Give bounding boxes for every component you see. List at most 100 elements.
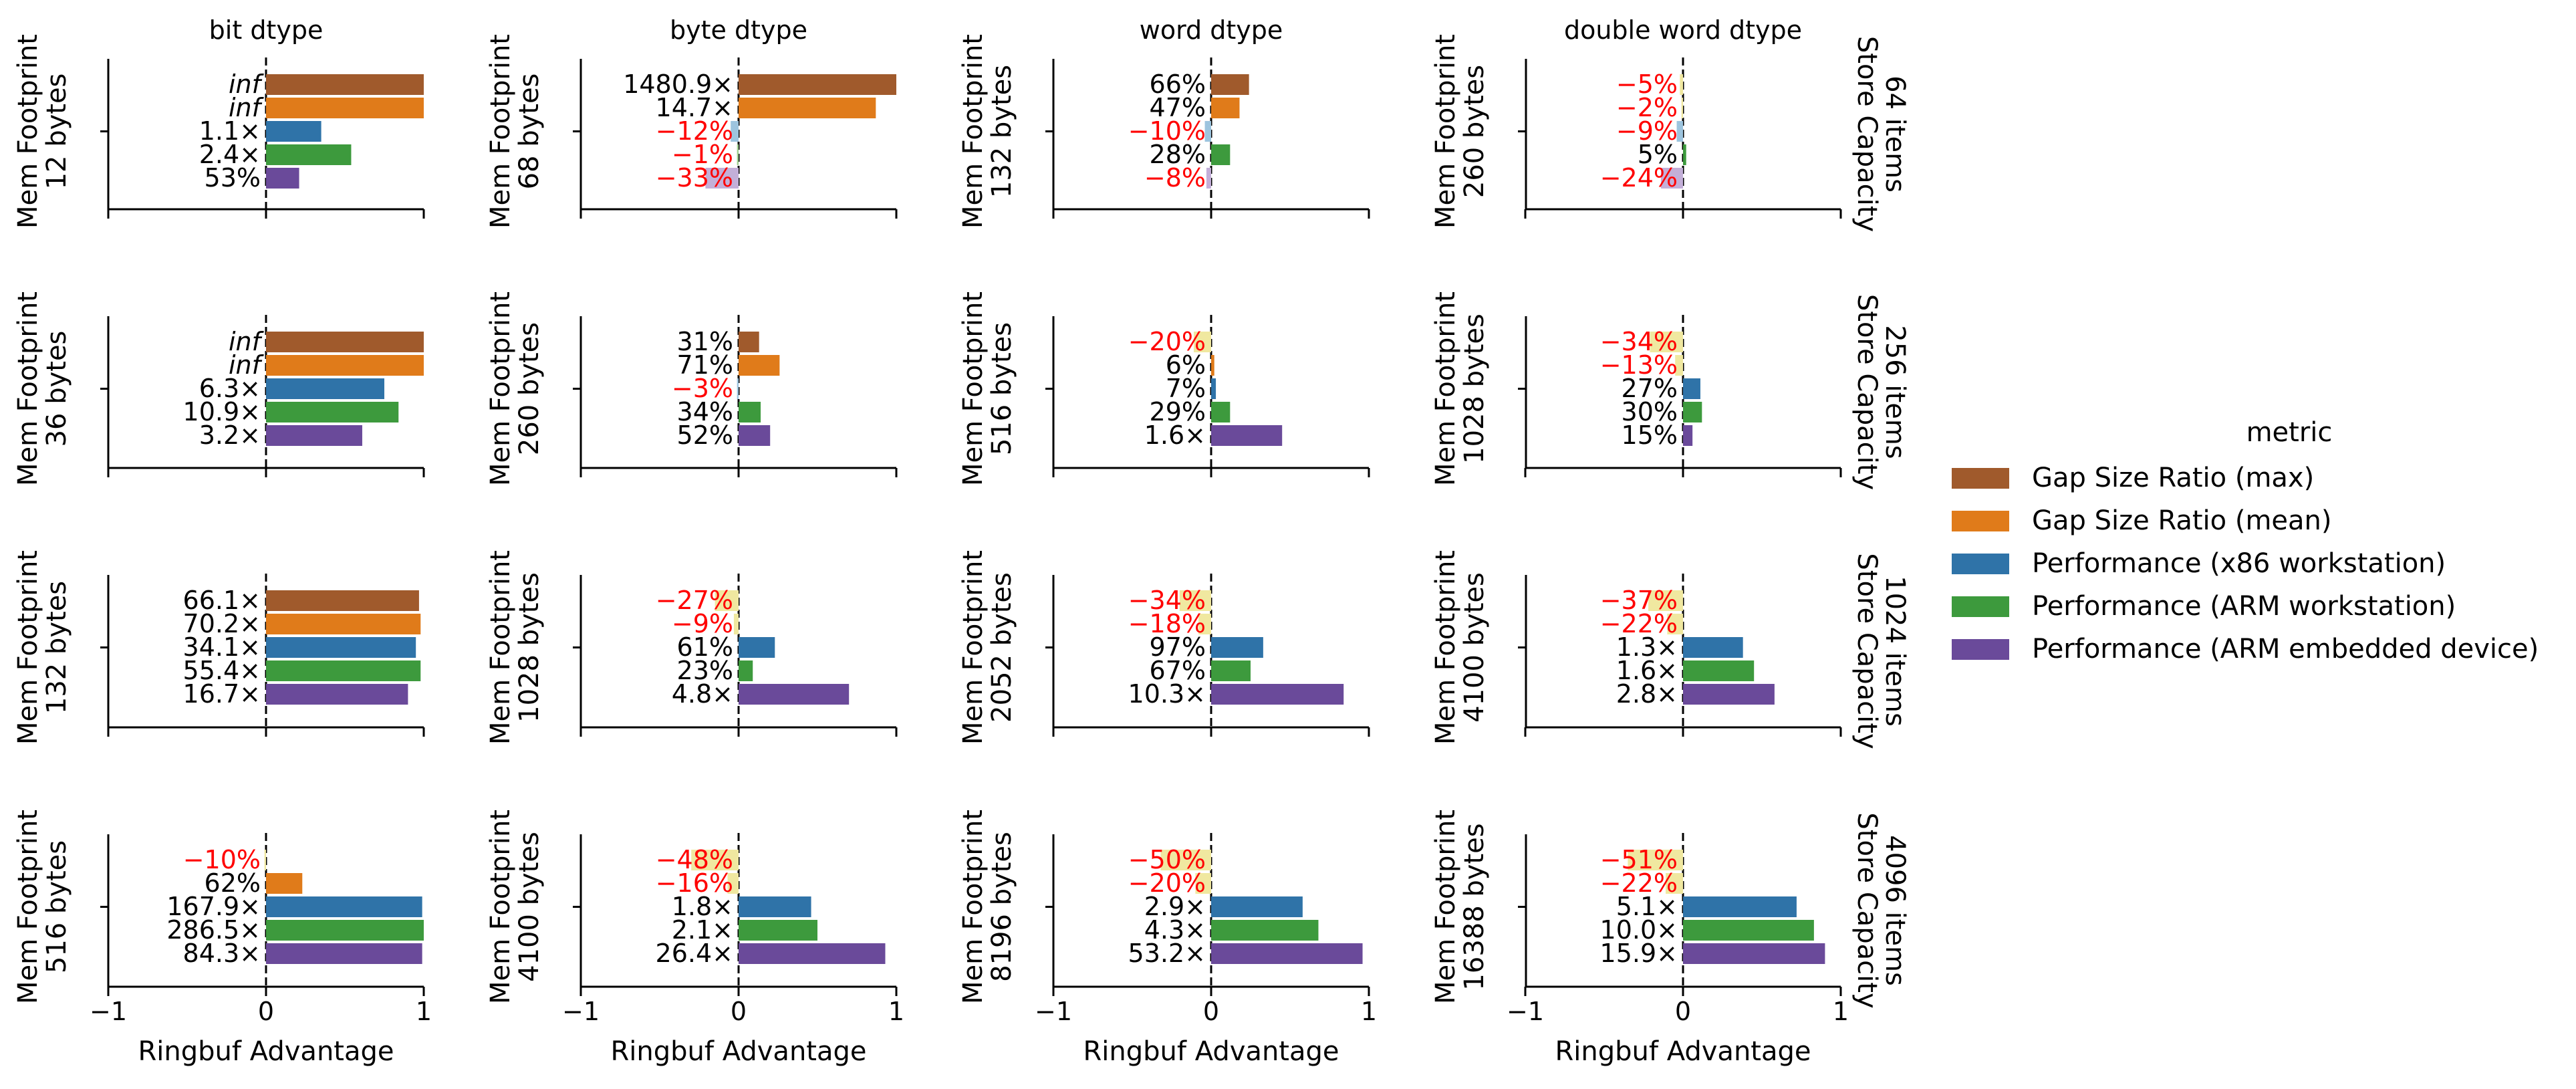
legend-swatch — [1952, 596, 2009, 617]
bar-value-label: 66% — [1150, 70, 1206, 99]
bar-value-label: −22% — [1600, 868, 1678, 898]
bar — [1211, 943, 1363, 964]
legend-item: Performance (ARM embedded device) — [2032, 634, 2539, 664]
bar — [1211, 920, 1319, 941]
bar-value-label: 30% — [1622, 397, 1678, 427]
bar-value-label: 7% — [1166, 374, 1206, 403]
bar-value-label: −22% — [1600, 609, 1678, 638]
bar-value-label: −9% — [1616, 116, 1678, 146]
bar — [1667, 614, 1683, 634]
bar — [266, 98, 424, 118]
bar-value-label: 23% — [677, 656, 733, 685]
bar-value-label: 27% — [1622, 374, 1678, 403]
bar — [739, 920, 817, 941]
bar — [266, 168, 299, 189]
x-tick-label: 1 — [888, 997, 904, 1026]
y-axis-mem-footprint: 36 bytes — [41, 331, 72, 447]
bar — [266, 637, 416, 658]
x-axis-label: Ringbuf Advantage — [1083, 1036, 1339, 1067]
legend-swatch — [1952, 554, 2009, 574]
y-axis-mem-footprint: 260 bytes — [514, 322, 545, 455]
bar — [733, 614, 739, 634]
bar — [266, 920, 424, 941]
bar-value-label: −10% — [1128, 116, 1206, 146]
bar-value-label: 1.3× — [1616, 632, 1678, 662]
bar — [1680, 74, 1683, 95]
bar — [715, 590, 739, 611]
bar — [739, 355, 780, 376]
bar-value-label: 15.9× — [1600, 939, 1678, 968]
y-axis-label: Mem Footprint — [485, 291, 516, 486]
x-tick-label: 0 — [258, 997, 274, 1026]
bar — [727, 873, 739, 894]
bar — [1683, 425, 1693, 446]
bar — [739, 332, 759, 352]
y-axis-label: Mem Footprint — [485, 34, 516, 229]
bar — [266, 332, 424, 352]
x-tick-label: 0 — [1203, 997, 1219, 1026]
bar — [1683, 378, 1700, 399]
bar — [739, 74, 896, 95]
bar — [266, 402, 399, 422]
bar — [1683, 684, 1775, 705]
bar — [1675, 355, 1683, 376]
column-title: byte dtype — [670, 15, 807, 45]
row-facet-label-capacity: 64 items — [1880, 76, 1910, 193]
bar — [1211, 660, 1251, 681]
y-axis-mem-footprint: 1028 bytes — [1459, 314, 1490, 464]
bar-value-label: −27% — [656, 586, 733, 615]
row-facet-label: Store Capacity — [1851, 553, 1882, 749]
bar — [1676, 121, 1683, 142]
bar — [1211, 144, 1231, 165]
bar — [1628, 850, 1683, 870]
bar — [739, 98, 876, 118]
bar-value-label: 167.9× — [166, 892, 261, 921]
x-tick-label: 0 — [1675, 997, 1691, 1026]
bar-value-label: −13% — [1600, 350, 1678, 380]
y-axis-label: Mem Footprint — [13, 34, 43, 229]
bar — [1683, 637, 1743, 658]
bar — [1681, 98, 1683, 118]
bar — [264, 850, 266, 870]
bar-value-label: inf — [229, 93, 265, 122]
bar-value-label: 286.5× — [166, 915, 261, 945]
row-facet-label: Store Capacity — [1851, 36, 1882, 232]
bar — [1683, 896, 1797, 917]
bar-value-label: 66.1× — [183, 586, 261, 615]
bar-value-label: 10.3× — [1128, 679, 1206, 709]
bar — [1650, 332, 1683, 352]
y-axis-mem-footprint: 2052 bytes — [987, 572, 1017, 723]
bar-value-label: −33% — [656, 163, 733, 193]
y-axis-label: Mem Footprint — [13, 291, 43, 486]
x-tick-label: 0 — [731, 997, 747, 1026]
x-axis-label: Ringbuf Advantage — [138, 1036, 394, 1067]
x-tick-label: 1 — [1833, 997, 1849, 1026]
bar-value-label: 4.8× — [672, 679, 733, 709]
legend-item: Performance (ARM workstation) — [2032, 591, 2456, 622]
bar-value-label: −18% — [1128, 609, 1206, 638]
bar — [1160, 850, 1211, 870]
bar — [1211, 355, 1214, 376]
bar — [705, 168, 739, 189]
bar — [1683, 943, 1825, 964]
bar-value-label: −8% — [1144, 163, 1206, 193]
bar-value-label: −9% — [672, 609, 733, 638]
y-axis-mem-footprint: 260 bytes — [1459, 65, 1490, 198]
bar-value-label: 14.7× — [656, 93, 733, 122]
bar — [739, 684, 850, 705]
legend-swatch — [1952, 511, 2009, 531]
bar-value-label: 1.6× — [1616, 656, 1678, 685]
bar — [1683, 920, 1814, 941]
bar-value-label: 84.3× — [183, 939, 261, 968]
bar-value-label: inf — [229, 70, 265, 99]
y-axis-label: Mem Footprint — [13, 550, 43, 745]
row-facet-label-capacity: 1024 items — [1880, 576, 1910, 727]
y-axis-mem-footprint: 8196 bytes — [987, 832, 1017, 982]
legend-item: Performance (x86 workstation) — [2032, 548, 2446, 579]
bar-value-label: 2.4× — [199, 140, 261, 169]
column-title: double word dtype — [1564, 15, 1802, 45]
bar — [1211, 74, 1249, 95]
bar-value-label: 26.4× — [656, 939, 733, 968]
bar-value-label: inf — [229, 350, 265, 380]
bar — [1179, 590, 1211, 611]
